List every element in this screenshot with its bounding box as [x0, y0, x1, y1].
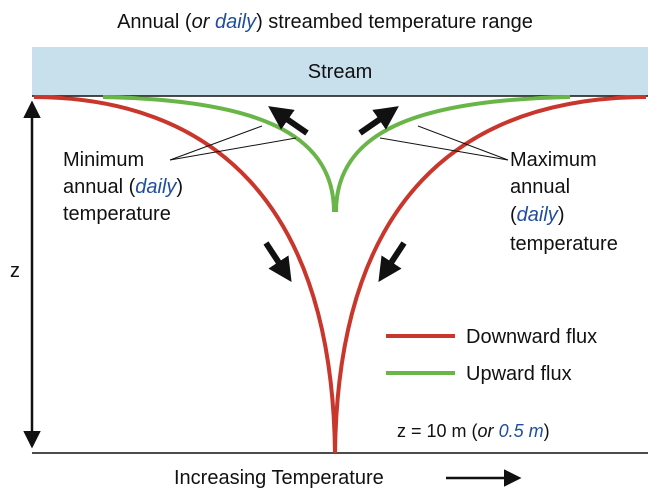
- legend-label: Downward flux: [466, 326, 597, 348]
- maximum-label: Maximum: [510, 149, 597, 171]
- maximum-label: (daily): [510, 204, 564, 226]
- stream-label: Stream: [308, 61, 372, 83]
- legend-label: Upward flux: [466, 363, 572, 385]
- flow-arrows: [263, 106, 407, 283]
- text-part: or: [478, 421, 495, 441]
- minimum-label: Minimum: [63, 149, 144, 171]
- text-part: Annual (: [117, 11, 192, 33]
- maximum-label: annual: [510, 176, 570, 198]
- text-part: ) streambed temperature range: [256, 11, 533, 33]
- depth-label: z: [10, 260, 20, 282]
- text-part: daily: [135, 176, 177, 198]
- text-part: daily: [517, 204, 559, 226]
- text-part: 0.5 m: [499, 421, 544, 441]
- text-part: Minimum: [63, 149, 144, 171]
- text-part: temperature: [510, 233, 618, 255]
- text-part: ): [176, 176, 183, 198]
- text-part: Maximum: [510, 149, 597, 171]
- downward-curve: [33, 95, 337, 454]
- text-part: (: [510, 204, 517, 226]
- text-part: annual (: [63, 176, 136, 198]
- maximum-label: temperature: [510, 233, 618, 255]
- text-part: daily: [215, 11, 257, 33]
- depth-note: z = 10 m (or 0.5 m): [397, 421, 550, 441]
- text-part: ): [558, 204, 565, 226]
- downward-curve: [333, 95, 647, 454]
- stream-box: [32, 47, 648, 96]
- text-part: annual: [510, 176, 570, 198]
- minimum-label: annual (daily): [63, 176, 183, 198]
- text-part: temperature: [63, 203, 171, 225]
- leader-lines: [169, 125, 509, 161]
- text-part: or: [192, 11, 211, 33]
- x-axis-label: Increasing Temperature: [174, 467, 384, 489]
- minimum-label: temperature: [63, 203, 171, 225]
- title: Annual (or daily) streambed temperature …: [117, 11, 533, 33]
- text-part: z = 10 m (: [397, 421, 478, 441]
- text-part: ): [544, 421, 550, 441]
